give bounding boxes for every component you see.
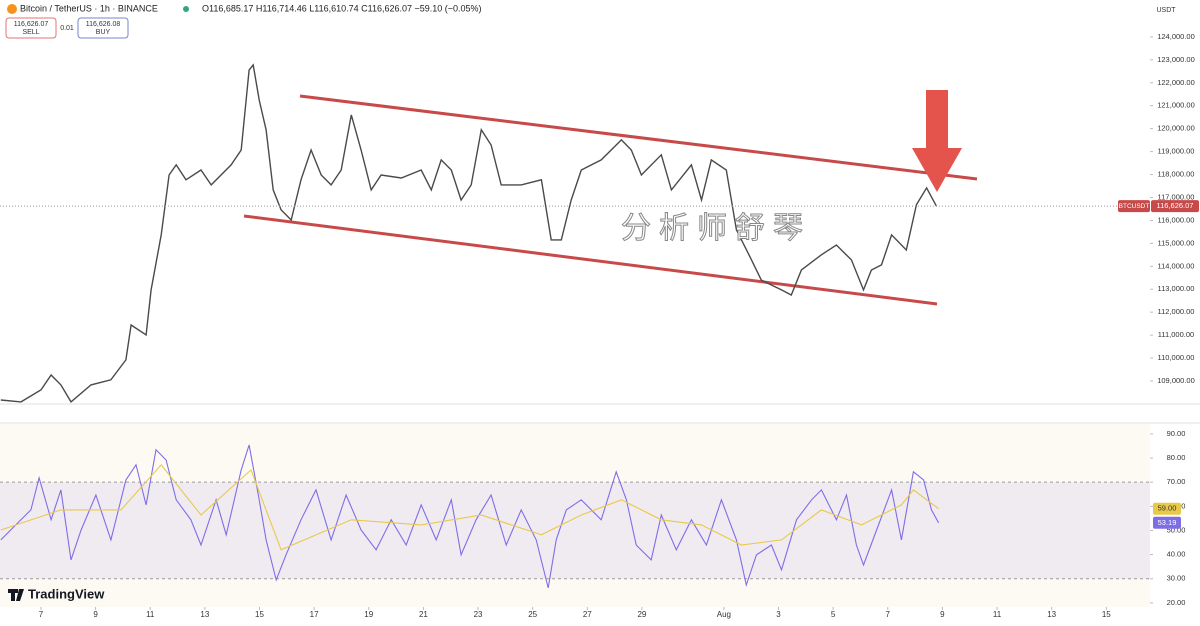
brand: TradingView [28, 586, 105, 601]
x-tick-label: 7 [886, 610, 891, 619]
series-line [0, 63, 938, 403]
x-tick-label: 27 [583, 610, 592, 619]
buy-label: BUY [96, 29, 111, 36]
arrow [912, 90, 962, 192]
y-tick-label: 115,000.00 [1158, 238, 1195, 247]
y-tick-label: 30.00 [1167, 574, 1186, 583]
x-tick-label: Aug [717, 610, 731, 619]
symbol-label: BTCUSDT [1119, 203, 1150, 210]
last-value-label: 53.19 [1158, 518, 1177, 527]
y-tick-label: 120,000.00 [1157, 124, 1195, 133]
rsi-band-layer [0, 481, 1150, 580]
buy-button[interactable] [77, 17, 129, 39]
x-tick-label: 11 [993, 610, 1002, 619]
channel-lower [243, 214, 938, 306]
coin-icon [7, 4, 17, 14]
y-tick-label: 123,000.00 [1157, 55, 1195, 64]
x-tick-label: 19 [364, 610, 373, 619]
x-tick-label: 15 [255, 610, 264, 619]
y-tick-label: 50.00 [1167, 525, 1186, 534]
sell-button[interactable] [5, 17, 57, 39]
status-dot [183, 6, 189, 12]
rsi-band [0, 482, 1150, 579]
last-value-label: 59.00 [1158, 504, 1177, 513]
sell-price: 116,626.07 [14, 21, 49, 28]
x-tick-label: 9 [93, 610, 98, 619]
spread: 0.01 [60, 25, 74, 32]
x-tick-label: 13 [200, 610, 209, 619]
currency: USDT [1156, 7, 1176, 14]
y-tick-label: 119,000.00 [1158, 147, 1195, 156]
symbol: Bitcoin / TetherUS · 1h · BINANCE [20, 3, 158, 13]
x-tick-label: 5 [831, 610, 836, 619]
y-tick-label: 121,000.00 [1157, 101, 1195, 110]
x-tick-label: 7 [39, 610, 44, 619]
last-price-label: 116,626.07 [1157, 201, 1194, 210]
y-tick-label: 124,000.00 [1157, 32, 1195, 41]
last-value-box [1153, 516, 1181, 529]
y-tick-label: 90.00 [1167, 429, 1186, 438]
x-tick-label: 15 [1102, 610, 1111, 619]
series-line [0, 463, 939, 551]
y-tick-label: 114,000.00 [1158, 261, 1195, 270]
y-tick-label: 40.00 [1167, 550, 1186, 559]
series-line [0, 444, 940, 589]
y-tick-label: 112,000.00 [1158, 307, 1195, 316]
channel-upper [299, 94, 978, 181]
x-tick-label: 13 [1047, 610, 1056, 619]
y-tick-label: 70.00 [1167, 477, 1186, 486]
x-tick-label: 29 [637, 610, 646, 619]
y-tick-label: 110,000.00 [1158, 353, 1195, 362]
sell-label: SELL [22, 29, 39, 36]
y-tick-label: 111,000.00 [1158, 330, 1194, 339]
watermark: 分析师舒琴 [621, 211, 811, 246]
y-tick-label: 116,000.00 [1158, 215, 1195, 224]
ohlc: O116,685.17 H116,714.46 L116,610.74 C116… [202, 3, 482, 13]
y-tick-label: 20.00 [1167, 598, 1186, 607]
x-tick-label: 25 [528, 610, 537, 619]
x-tick-label: 3 [776, 610, 781, 619]
x-tick-label: 11 [146, 610, 155, 619]
y-tick-label: 113,000.00 [1158, 284, 1195, 293]
x-tick-label: 17 [310, 610, 319, 619]
x-tick-label: 23 [474, 610, 483, 619]
buy-price: 116,626.08 [86, 21, 121, 28]
y-tick-label: 122,000.00 [1157, 78, 1195, 87]
last-value-box [1153, 502, 1181, 515]
y-tick-label: 109,000.00 [1157, 376, 1195, 385]
y-tick-label: 80.00 [1167, 453, 1186, 462]
rsi-pane-bg [0, 424, 1150, 607]
y-tick-label: 117,000.00 [1158, 192, 1195, 201]
symbol-box [1118, 200, 1150, 213]
last-price-box [1151, 200, 1199, 213]
x-tick-label: 9 [940, 610, 945, 619]
x-tick-label: 21 [419, 610, 428, 619]
brand-logo [8, 589, 24, 601]
y-tick-label: 118,000.00 [1158, 170, 1195, 179]
